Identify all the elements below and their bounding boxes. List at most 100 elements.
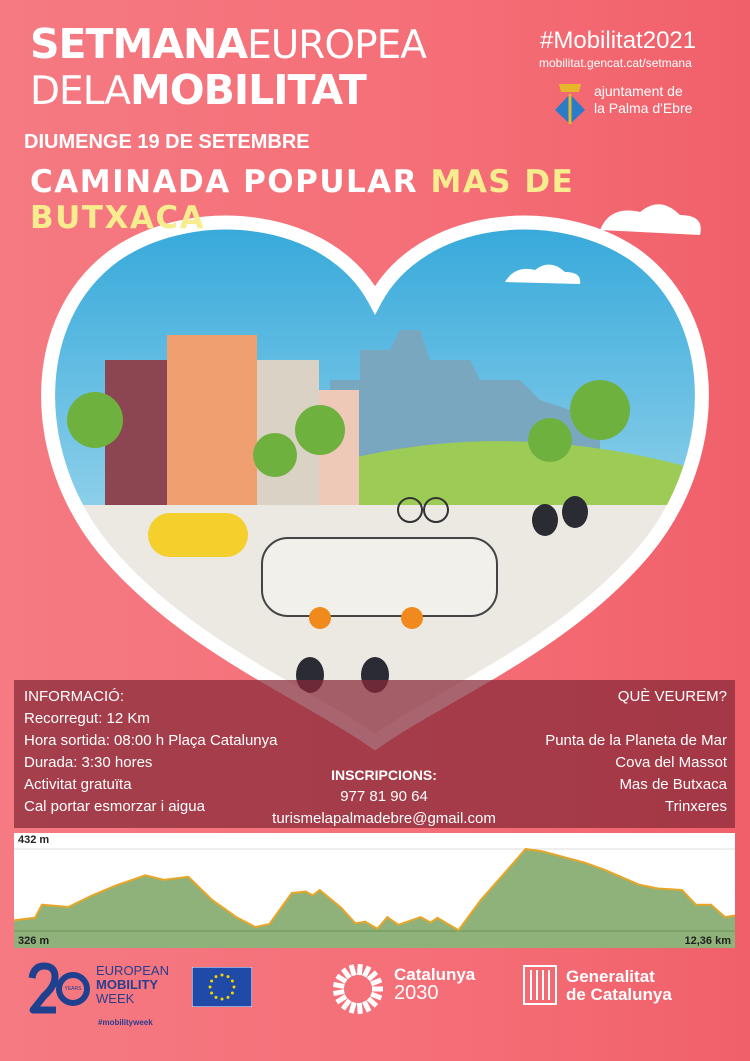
ring-segment [370,991,383,1001]
profile-point [304,890,307,893]
sight-item: Punta de la Planeta de Mar [545,732,727,749]
profile-point [584,862,587,864]
info-heading: INFORMACIÓ: [24,688,124,705]
emw-line: WEEK [96,991,135,1006]
emw-years: YEARS [64,986,82,992]
profile-point [436,917,439,919]
emw-text: EUROPEAN MOBILITY WEEK [96,964,169,1006]
bus [261,537,498,617]
elevation-profile: 432 m 326 m 12,36 km [14,833,735,948]
eu-star [230,991,234,995]
profile-point [681,889,683,891]
registration: INSCRIPCIONS: 977 81 90 64 turismelapalm… [269,764,499,830]
sights-list: QUÈ VEUREM? Punta de la Planeta de Mar Co… [545,686,727,818]
profile-point [67,906,70,908]
profile-point [14,919,15,921]
profile-point [34,917,36,919]
logo-line: de Catalunya [566,985,672,1004]
profile-point [187,876,190,878]
title-light: DE [30,69,84,114]
eu-star [220,973,224,977]
council-line: la Palma d'Ebre [594,100,693,116]
profile-point [354,922,357,925]
profile-point [734,914,735,917]
eu-star [214,975,218,979]
profile-point [268,923,271,925]
profile-point [657,887,659,890]
profile-point [386,916,389,918]
ring-segment [356,963,363,976]
profile-point [457,929,460,932]
catalunya-2030-logo: Catalunya 2030 [394,965,476,1004]
ring-segment [362,965,372,978]
ring-segment [366,970,379,982]
event-title: CAMINADA POPULAR MAS DE BUTXACA [30,164,750,236]
profile-point [144,874,147,877]
x-max-label: 12,36 km [684,935,731,947]
profile-area [14,849,735,948]
ring-segment [348,964,357,977]
registration-email: turismelapalmadebre@gmail.com [272,810,496,827]
profile-point [710,903,712,906]
profile-point [503,872,506,874]
ring-segment [348,1001,357,1014]
tree [67,392,123,448]
campaign-title: SETMANAEUROPEA DELAMOBILITAT [30,20,427,114]
event-date: DIUMENGE 19 DE SETEMBRE [24,131,310,153]
emw-line: MOBILITY [96,977,159,992]
info-item: Hora sortida: 08:00 h Plaça Catalunya [24,732,278,749]
emw-20-mark-icon [28,962,90,1014]
registration-heading: INSCRIPCIONS: [331,767,437,783]
profile-point [376,927,379,930]
eu-star [208,985,212,989]
profile-point [429,921,432,924]
profile-point [41,903,43,906]
profile-point [397,924,400,926]
council-coat-of-arms-icon [555,84,585,124]
emw-line: EUROPEAN [96,963,169,978]
title-bold: SETMANA [30,20,248,68]
profile-point [637,883,640,886]
tree [528,418,572,462]
profile-line [14,847,735,932]
eu-star [210,979,214,983]
ring-segment [366,996,379,1008]
event-type: CAMINADA POPULAR [30,164,419,200]
profile-point [235,916,238,918]
info-item: Cal portar esmorzar i aigua [24,798,205,815]
profile-point [419,916,422,918]
profile-point [91,894,93,897]
ring-segment [362,1000,372,1013]
cloud [600,204,701,235]
info-item: Activitat gratuïta [24,776,132,793]
tree [253,433,297,477]
eu-star [220,997,224,1001]
generalitat-logo: Generalitat de Catalunya [566,968,672,1004]
title-light: EUROPEA [247,23,427,68]
eu-star [214,995,218,999]
profile-point [364,920,366,923]
ring-segment [370,977,383,987]
eu-star [226,975,230,979]
council-name: ajuntament de la Palma d'Ebre [594,83,692,117]
logo-line: Catalunya [394,965,476,984]
cloud [505,264,581,284]
info-item: Recorregut: 12 Km [24,710,150,727]
ring-segment [335,994,348,1005]
spacer [545,708,727,730]
profile-point [211,899,214,901]
sight-item: Trinxeres [665,798,727,815]
y-max-label: 432 m [18,834,50,846]
logo-line: Generalitat [566,967,655,986]
profile-point [695,903,697,906]
profile-point [290,892,293,894]
hashtag: #Mobilitat2021 [540,27,697,54]
eu-star [226,995,230,999]
profile-point [340,906,343,909]
generalitat-emblem-icon [523,965,557,1005]
y-min-label: 326 m [18,935,50,947]
event-name: MAS DE BUTXACA [30,164,575,236]
eu-star [210,991,214,995]
bicycle [397,497,423,523]
